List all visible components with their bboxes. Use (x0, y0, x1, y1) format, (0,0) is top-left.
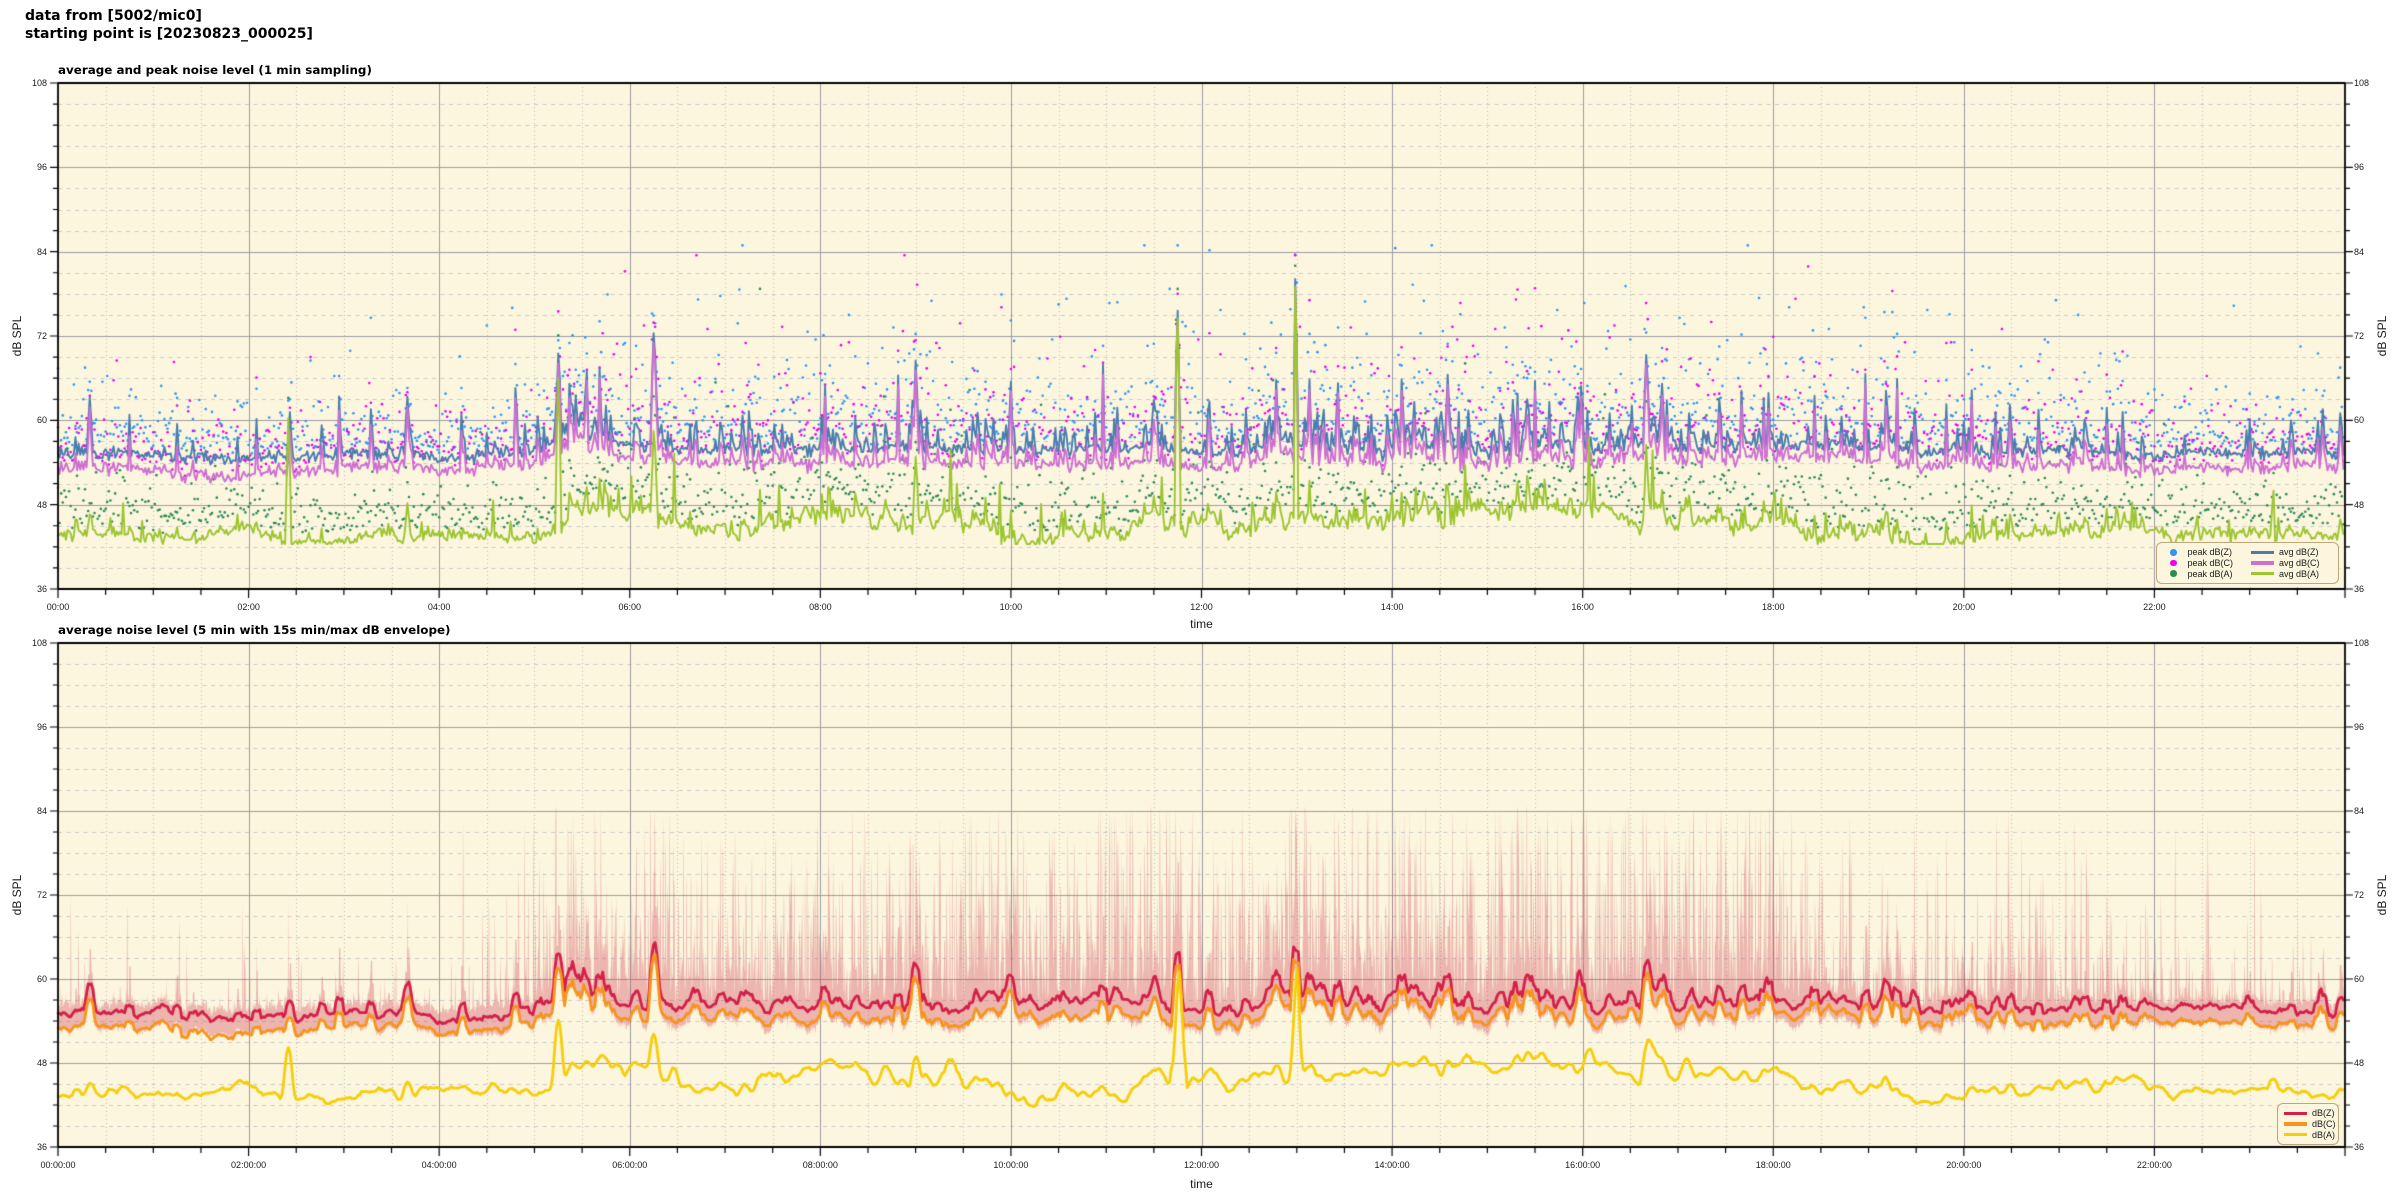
legend-label: avg dB(Z) (2279, 547, 2319, 558)
legend-entry: peak dB(Z) (2163, 547, 2233, 558)
legend-column: peak dB(Z) peak dB(C) peak dB(A) (2163, 547, 2233, 579)
legend-line-marker (2284, 1122, 2307, 1126)
x-tick-label: 22:00 (2143, 602, 2166, 612)
legend-column: avg dB(Z) avg dB(C) avg dB(A) (2251, 547, 2320, 579)
x-tick-label: 08:00 (809, 602, 832, 612)
legend-dot-marker (2170, 549, 2177, 556)
x-tick-label: 02:00 (237, 602, 260, 612)
plot2-xlabel: time (1190, 1177, 1213, 1191)
legend-column: dB(Z) dB(C) dB(A) (2284, 1108, 2336, 1140)
plot1-xlabel: time (1190, 617, 1213, 631)
plot1-legend: peak dB(Z) peak dB(C) peak dB(A) avg dB(Z) a… (2156, 542, 2339, 584)
legend-entry: avg dB(C) (2251, 558, 2320, 569)
y-tick-label: 96 (36, 162, 47, 173)
plot1-title: average and peak noise level (1 min samp… (58, 63, 372, 77)
plot2-legend: dB(Z) dB(C) dB(A) (2277, 1103, 2339, 1145)
legend-entry: dB(Z) (2284, 1108, 2336, 1119)
x-tick-label: 10:00 (999, 602, 1023, 612)
x-tick-label: 16:00 (1571, 602, 1594, 612)
plot1-ylabel-right: dB SPL (2375, 315, 2389, 357)
x-tick-label: 12:00:00 (1183, 1160, 1220, 1170)
legend-line-marker (2284, 1111, 2307, 1116)
x-tick-label: 04:00:00 (421, 1160, 457, 1170)
legend-label: avg dB(C) (2279, 558, 2320, 568)
y-tick-label-right: 72 (2354, 890, 2365, 900)
x-tick-label: 08:00:00 (802, 1160, 838, 1170)
y-tick-label: 60 (36, 974, 47, 984)
x-tick-label: 12:00 (1190, 602, 1213, 612)
legend-label: avg dB(A) (2279, 568, 2320, 579)
plot2-ylabel-right: dB SPL (2375, 874, 2389, 916)
header-line-2: starting point is [20230823_000025] (25, 26, 313, 42)
legend-dot-marker (2170, 570, 2177, 577)
y-tick-label-right: 60 (2354, 415, 2365, 426)
plot2-title: average noise level (5 min with 15s min/… (58, 623, 451, 637)
legend-dot-marker (2170, 559, 2177, 567)
legend-entry: dB(A) (2284, 1129, 2336, 1140)
y-tick-label-right: 72 (2354, 331, 2365, 341)
x-tick-label: 20:00:00 (1946, 1160, 1982, 1170)
legend-entry: dB(C) (2284, 1119, 2336, 1130)
y-tick-label-right: 60 (2354, 974, 2365, 984)
y-tick-label: 36 (36, 584, 47, 594)
x-tick-label: 22:00:00 (2136, 1160, 2172, 1170)
figure-header: data from [5002/mic0] starting point is … (25, 7, 313, 43)
legend-line-marker (2251, 561, 2275, 565)
legend-label: peak dB(C) (2187, 558, 2234, 568)
y-tick-label-right: 36 (2354, 584, 2365, 594)
legend-entry: avg dB(A) (2251, 568, 2320, 579)
legend-label: peak dB(Z) (2187, 547, 2233, 558)
x-tick-label: 06:00 (618, 602, 642, 612)
x-tick-label: 18:00 (1761, 602, 1785, 612)
x-tick-label: 14:00:00 (1374, 1160, 1410, 1170)
y-tick-label: 48 (36, 1058, 47, 1068)
y-tick-label: 36 (36, 1142, 47, 1152)
y-tick-label: 84 (36, 806, 47, 816)
x-tick-label: 00:00:00 (40, 1160, 76, 1170)
y-tick-label: 72 (36, 331, 47, 341)
x-tick-label: 06:00:00 (612, 1160, 648, 1170)
x-tick-label: 14:00 (1380, 602, 1404, 612)
x-tick-label: 02:00:00 (231, 1160, 267, 1170)
x-tick-label: 00:00 (46, 602, 70, 612)
y-tick-label: 84 (36, 246, 47, 257)
x-tick-label: 20:00 (1952, 602, 1976, 612)
y-tick-label-right: 36 (2354, 1142, 2365, 1152)
y-tick-label: 96 (36, 722, 47, 732)
x-tick-label: 04:00 (427, 602, 451, 612)
y-tick-label-right: 96 (2354, 162, 2365, 173)
legend-label: dB(Z) (2312, 1108, 2335, 1119)
legend-label: dB(A) (2312, 1129, 2336, 1140)
legend-label: peak dB(A) (2187, 568, 2233, 579)
y-tick-label: 108 (31, 638, 47, 648)
y-tick-label: 72 (36, 890, 47, 900)
legend-label: dB(C) (2312, 1119, 2336, 1129)
y-tick-label-right: 84 (2354, 806, 2365, 816)
legend-entry: peak dB(C) (2163, 558, 2233, 569)
y-tick-label-right: 108 (2354, 78, 2370, 88)
y-tick-label-right: 48 (2354, 499, 2365, 510)
legend-line-marker (2251, 571, 2275, 576)
y-tick-label-right: 108 (2354, 638, 2370, 648)
legend-entry: avg dB(Z) (2251, 547, 2320, 558)
header-line-1: data from [5002/mic0] (25, 8, 202, 24)
y-tick-label-right: 96 (2354, 722, 2365, 732)
y-tick-label: 108 (31, 78, 47, 88)
x-tick-label: 18:00:00 (1755, 1160, 1791, 1170)
y-tick-label-right: 48 (2354, 1058, 2365, 1068)
x-tick-label: 10:00:00 (993, 1160, 1029, 1170)
y-tick-label: 60 (36, 415, 47, 426)
x-tick-label: 16:00:00 (1565, 1160, 1601, 1170)
legend-entry: peak dB(A) (2163, 568, 2233, 579)
legend-line-marker (2284, 1132, 2307, 1137)
y-tick-label-right: 84 (2354, 246, 2365, 257)
y-tick-label: 48 (36, 499, 47, 510)
legend-line-marker (2251, 550, 2275, 555)
